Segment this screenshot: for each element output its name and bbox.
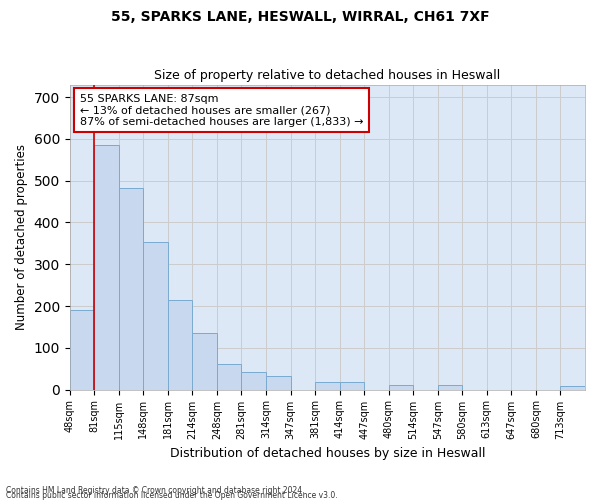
Bar xyxy=(315,382,340,390)
Text: 55 SPARKS LANE: 87sqm
← 13% of detached houses are smaller (267)
87% of semi-det: 55 SPARKS LANE: 87sqm ← 13% of detached … xyxy=(80,94,364,127)
Bar xyxy=(70,310,94,390)
Bar xyxy=(193,333,217,390)
Bar xyxy=(340,382,364,390)
Bar xyxy=(266,376,290,390)
Bar xyxy=(560,386,585,390)
Text: 55, SPARKS LANE, HESWALL, WIRRAL, CH61 7XF: 55, SPARKS LANE, HESWALL, WIRRAL, CH61 7… xyxy=(110,10,490,24)
Title: Size of property relative to detached houses in Heswall: Size of property relative to detached ho… xyxy=(154,69,500,82)
Bar xyxy=(168,300,193,390)
Bar xyxy=(94,145,119,390)
X-axis label: Distribution of detached houses by size in Heswall: Distribution of detached houses by size … xyxy=(170,447,485,460)
Bar xyxy=(389,386,413,390)
Bar xyxy=(241,372,266,390)
Text: Contains HM Land Registry data © Crown copyright and database right 2024.: Contains HM Land Registry data © Crown c… xyxy=(6,486,305,495)
Bar xyxy=(143,242,168,390)
Text: Contains public sector information licensed under the Open Government Licence v3: Contains public sector information licen… xyxy=(6,491,338,500)
Bar xyxy=(119,188,143,390)
Y-axis label: Number of detached properties: Number of detached properties xyxy=(15,144,28,330)
Bar xyxy=(217,364,241,390)
Bar xyxy=(438,386,462,390)
